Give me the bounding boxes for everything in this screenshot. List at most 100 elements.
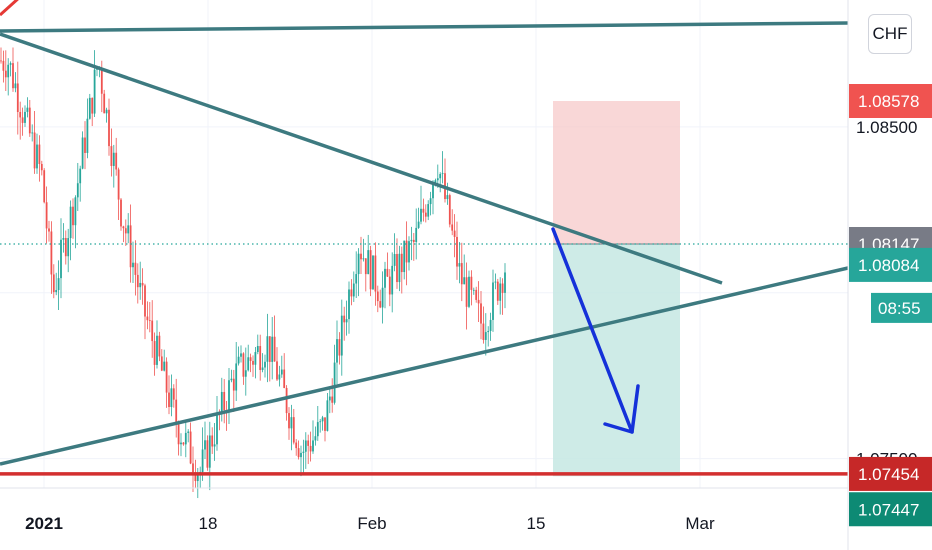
countdown-badge: 08:55 (871, 292, 932, 323)
price-badge-support: 1.07454 (849, 456, 932, 491)
candle (208, 421, 211, 491)
candle (127, 213, 130, 244)
candle (139, 261, 142, 300)
candle (115, 137, 118, 176)
candle (108, 98, 110, 156)
candle (285, 385, 288, 421)
position-zones (553, 101, 680, 477)
candle (122, 225, 125, 243)
candle (264, 354, 266, 378)
time-axis[interactable]: 2021 18 Feb 15 Mar (25, 514, 715, 533)
candle (475, 286, 478, 303)
candle (216, 395, 218, 451)
candle (206, 435, 209, 471)
candle (7, 58, 10, 96)
candle (420, 185, 422, 225)
candle (386, 252, 389, 277)
candle (180, 433, 182, 457)
candle (477, 281, 480, 323)
candle (451, 209, 454, 236)
candle (415, 208, 418, 260)
candle (256, 334, 259, 355)
candle (244, 347, 247, 396)
candle (321, 415, 324, 431)
candle (460, 242, 463, 302)
candle (456, 221, 458, 280)
candle (348, 281, 350, 334)
candle (283, 353, 286, 389)
candle (372, 255, 374, 290)
candle (153, 332, 156, 376)
candle (223, 379, 226, 424)
candle (499, 277, 502, 315)
price-tick-0: 1.08500 (856, 118, 917, 137)
candle (168, 375, 170, 415)
candle (367, 234, 370, 275)
candle (417, 207, 420, 229)
candle (357, 248, 360, 297)
candle (146, 301, 149, 330)
corner-marker (0, 0, 19, 17)
candle (237, 346, 240, 366)
candle (309, 431, 312, 462)
candle (376, 285, 379, 313)
candle (88, 93, 91, 120)
candle (494, 273, 497, 290)
time-tick-1: 18 (199, 514, 218, 533)
candle (136, 263, 139, 304)
candle (340, 299, 343, 376)
candle (62, 223, 65, 253)
candle (328, 386, 331, 414)
candle (405, 221, 408, 286)
candle (422, 198, 425, 222)
candle (120, 197, 122, 231)
candle (16, 61, 19, 135)
candle (38, 135, 41, 182)
candle (480, 290, 482, 340)
candle (172, 384, 175, 408)
candle (484, 313, 487, 356)
candle (144, 283, 146, 340)
candle (141, 268, 144, 305)
candle (261, 353, 264, 373)
candle (338, 332, 341, 365)
candle (86, 98, 89, 159)
candle (468, 270, 470, 309)
candle (187, 429, 190, 443)
candle (67, 228, 70, 273)
candle (201, 427, 204, 481)
currency-button[interactable]: CHF (868, 14, 912, 54)
candle (316, 405, 319, 441)
candle (280, 355, 283, 378)
candle (441, 151, 444, 184)
candle (60, 218, 62, 299)
countdown-text: 08:55 (878, 299, 921, 318)
candle (134, 240, 137, 296)
candle (79, 165, 82, 202)
ascending-trendline (0, 266, 849, 466)
candle (458, 242, 461, 284)
candle (496, 278, 499, 305)
candle (26, 97, 29, 118)
candle (151, 300, 154, 358)
price-axis[interactable]: 1.085001.075001.085781.081471.080841.074… (849, 84, 932, 527)
candle (403, 240, 406, 280)
candle (254, 347, 257, 379)
candle (302, 439, 305, 474)
candle (48, 220, 50, 242)
price-badge-take-profit: 1.07447 (849, 492, 932, 527)
candle (472, 287, 475, 295)
candle (105, 107, 108, 123)
candle (165, 357, 168, 408)
candle (249, 353, 252, 373)
candle (2, 50, 5, 83)
candle (57, 260, 60, 310)
candle (213, 422, 216, 461)
candle (439, 172, 442, 193)
candle (160, 349, 163, 372)
candle (93, 50, 96, 117)
candle (12, 47, 14, 92)
time-tick-3: 15 (527, 514, 546, 533)
candle (297, 440, 300, 460)
